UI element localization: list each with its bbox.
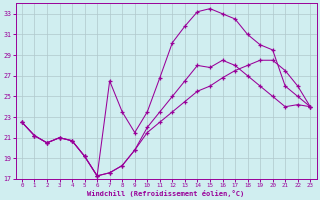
X-axis label: Windchill (Refroidissement éolien,°C): Windchill (Refroidissement éolien,°C): [87, 190, 245, 197]
